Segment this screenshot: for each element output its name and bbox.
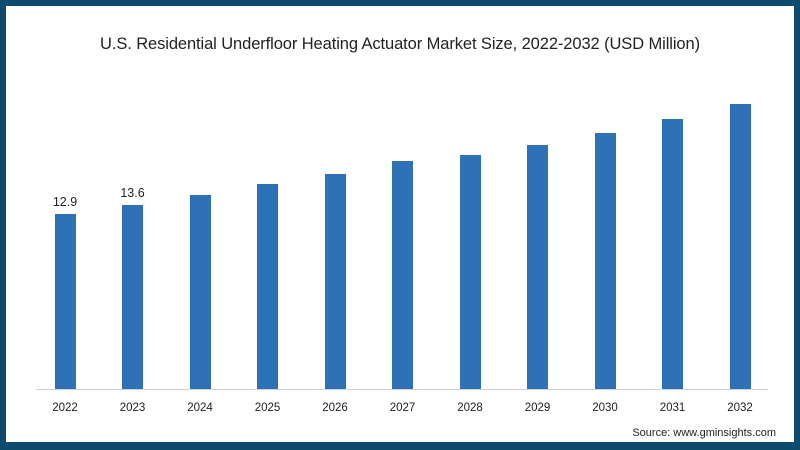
bar-2022	[54, 214, 76, 389]
plot-area: 12.9 13.6	[36, 80, 768, 390]
x-tick-2026: 2026	[322, 402, 348, 414]
x-tick-2031: 2031	[659, 402, 686, 414]
bar-2030	[594, 133, 616, 389]
x-tick-2022: 2022	[52, 402, 78, 414]
x-tick-2023: 2023	[119, 402, 146, 414]
x-axis-line	[36, 389, 768, 390]
x-tick-2032: 2032	[727, 402, 753, 414]
bar-2023	[122, 205, 143, 389]
x-tick-2029: 2029	[524, 402, 551, 414]
bar-2031	[662, 119, 683, 389]
bar-2032	[729, 104, 751, 389]
data-label-2022: 12.9	[52, 195, 78, 209]
x-tick-2027: 2027	[389, 402, 416, 414]
bar-2026	[324, 174, 346, 389]
bar-2029	[527, 145, 548, 389]
x-tick-2028: 2028	[457, 402, 483, 414]
data-label-2023: 13.6	[120, 186, 145, 200]
bar-2028	[459, 155, 481, 389]
bar-2024	[189, 195, 211, 389]
chart-title: U.S. Residential Underfloor Heating Actu…	[100, 35, 700, 53]
bar-2025	[257, 184, 278, 389]
source-note: Source: www.gminsights.com	[632, 427, 776, 439]
x-tick-2030: 2030	[592, 402, 618, 414]
x-tick-2025: 2025	[254, 402, 281, 414]
bar-2027	[392, 161, 413, 389]
x-tick-2024: 2024	[187, 402, 213, 414]
